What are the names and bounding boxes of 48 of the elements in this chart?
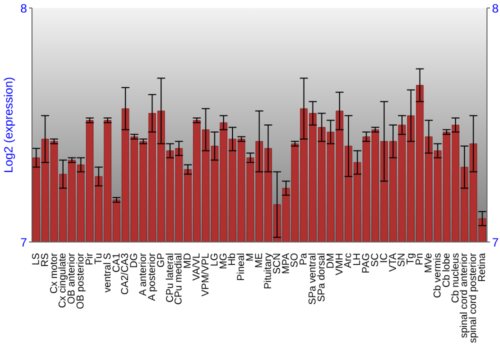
y-axis-title: Log2 (expression) (1, 76, 16, 174)
x-tick-label: ME (254, 252, 265, 268)
x-tick-label: SC (370, 253, 381, 267)
x-tick-label: CA2/CA3 (120, 252, 132, 295)
x-tick-label: RS (40, 252, 51, 267)
x-tick-label: Pituitary (262, 253, 274, 290)
x-tick-label: Cb lobe (441, 252, 452, 288)
x-tick-label: Pa (298, 252, 310, 266)
y2-tick-label: 7 (492, 235, 499, 250)
x-tick-label: Cb vermis (432, 253, 444, 298)
x-tick-label: Tu (93, 253, 104, 264)
x-tick-label: GP (156, 252, 167, 268)
x-tick-label: M (245, 253, 256, 262)
x-tick-label: A anterior (138, 252, 150, 296)
x-tick-label: LS (30, 252, 42, 266)
x-tick-label: Pir (84, 252, 96, 266)
x-tick-label: spinal cord posterior (468, 252, 480, 344)
x-tick-label: LH (352, 253, 364, 266)
x-tick-label: Pineal (236, 253, 248, 281)
x-tick-label: OB posterior (76, 252, 87, 310)
x-tick-label: SCN (272, 253, 283, 274)
x-tick-label: VMH (334, 253, 346, 276)
x-tick-label: MPA (280, 252, 292, 274)
x-tick-label: Hb (227, 252, 238, 266)
x-tick-label: Arc (343, 253, 354, 268)
x-tick-label: Cx cingulate (58, 252, 69, 308)
x-tick-label: Pn (414, 253, 426, 266)
x-tick-label: IC (378, 253, 390, 263)
y2-tick-label: 8 (492, 1, 499, 16)
x-tick-label: PAG (361, 252, 372, 274)
x-tick-label: MVe (424, 252, 435, 274)
x-tick-label: SO (290, 252, 301, 268)
x-tick-label: Cb nucleus (450, 253, 462, 304)
x-tick-label: CA1 (111, 252, 122, 272)
x-tick-label: OB anterior (66, 252, 78, 304)
x-tick-label: SPa dorsal (316, 253, 328, 302)
x-tick-label: DM (325, 253, 336, 269)
x-tick-label: CPu medial (174, 253, 185, 305)
x-tick-label: LG (209, 252, 220, 266)
x-tick-label: Tg (406, 253, 417, 265)
x-tick-label: DG (129, 252, 140, 268)
x-tick-label: VPM/VPL (200, 252, 212, 296)
x-tick-label: ventral S (102, 252, 114, 292)
x-tick-label: spinal cord anterior (459, 252, 470, 338)
x-tick-label: Retina (477, 252, 488, 282)
x-tick-label: VTA (388, 252, 399, 272)
x-tick-label: A posterior (146, 252, 158, 301)
x-tick-label: SN (396, 253, 408, 267)
